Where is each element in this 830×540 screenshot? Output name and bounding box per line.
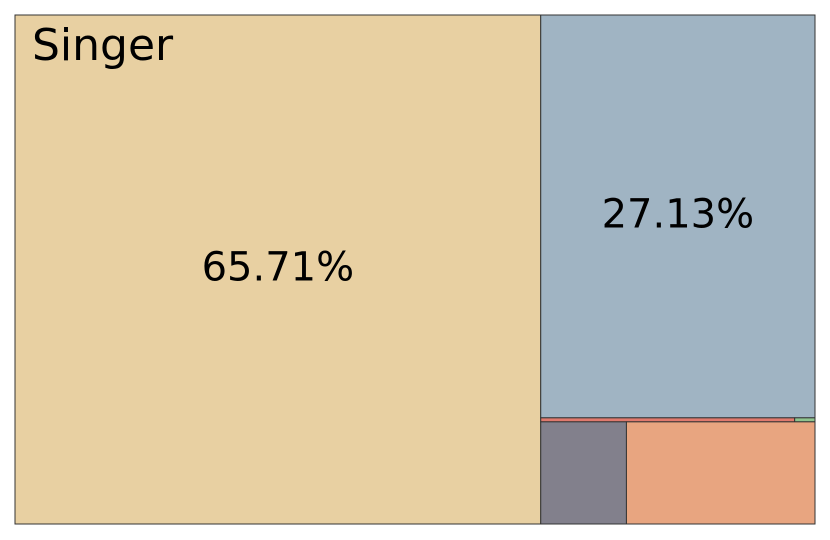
tile-label: 27.13%: [602, 191, 755, 237]
tile-label: 65.71%: [202, 245, 355, 291]
treemap-tile: [14, 14, 542, 525]
treemap-tile: [794, 417, 816, 423]
treemap-tile: [625, 421, 816, 525]
treemap-tile: [540, 14, 816, 419]
treemap-tile: [540, 417, 796, 423]
chart-title: Singer: [32, 20, 174, 71]
treemap-tile: [540, 421, 627, 525]
